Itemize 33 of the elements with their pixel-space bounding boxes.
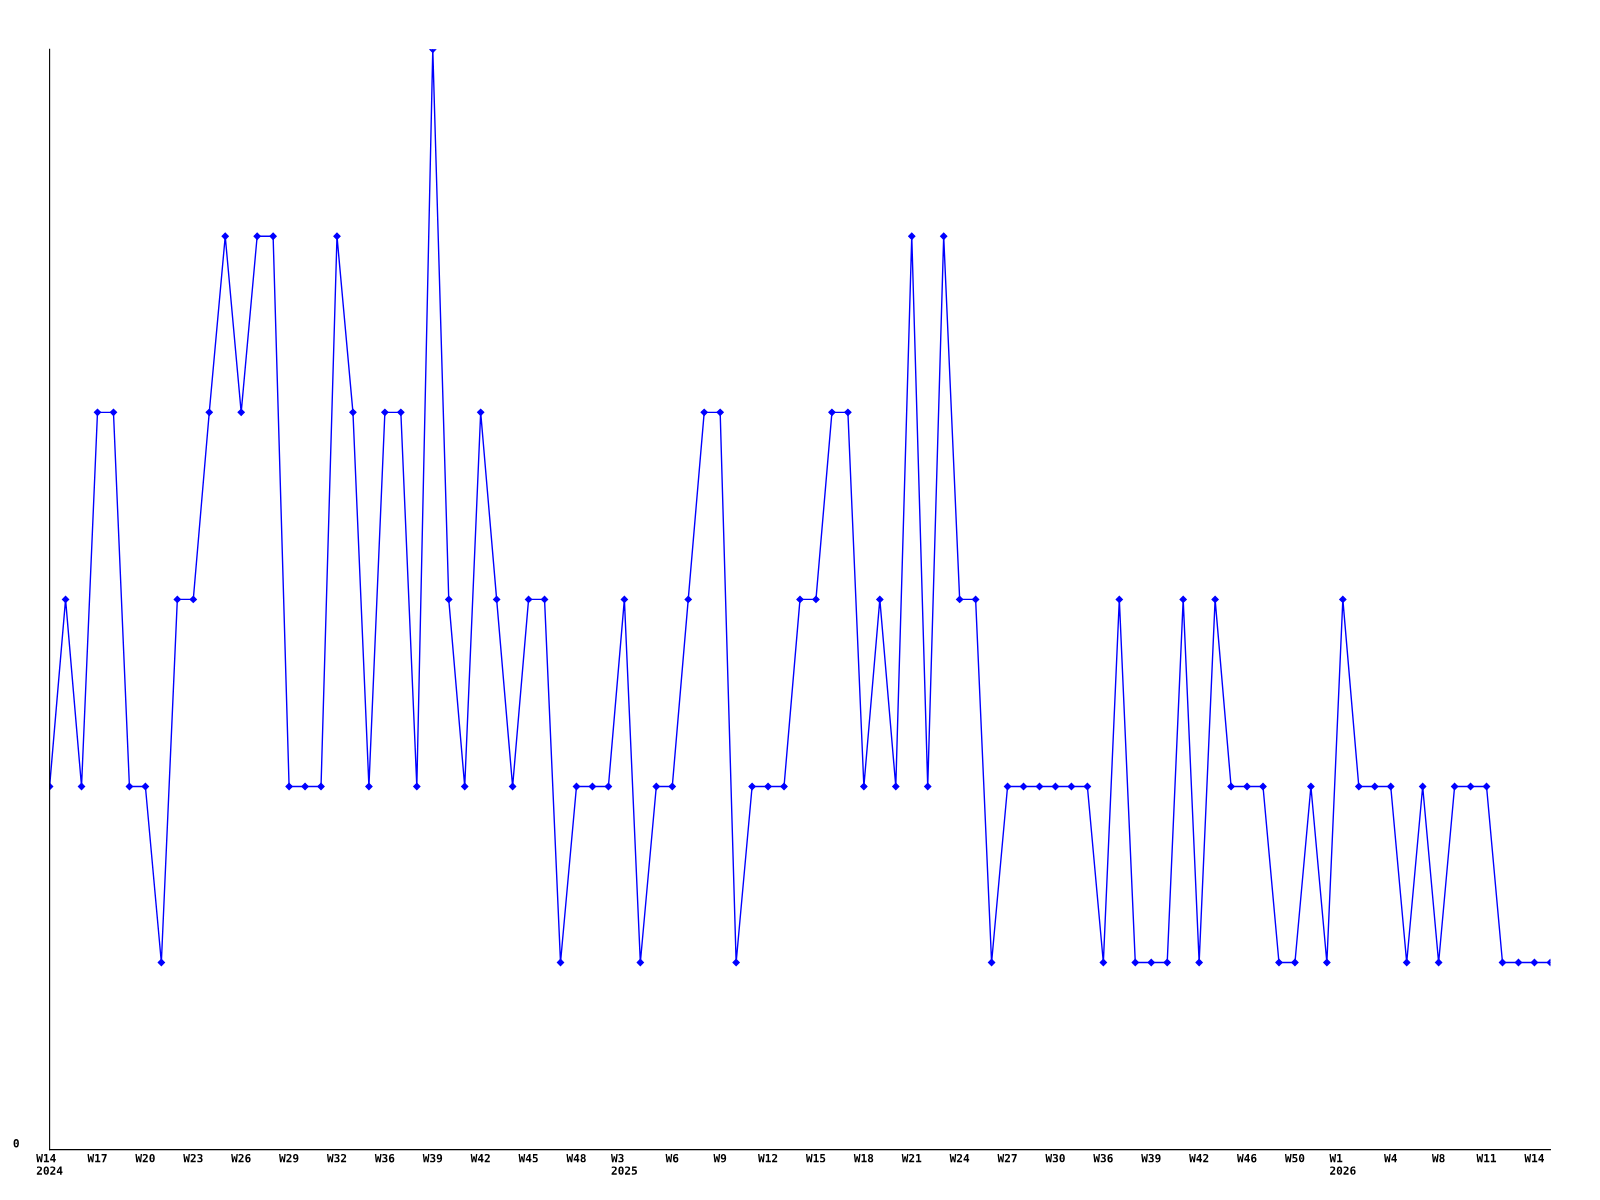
- x-tick-label: W6: [665, 1153, 679, 1163]
- x-tick-label: W36: [1093, 1153, 1113, 1163]
- x-tick-label: W39: [422, 1153, 443, 1163]
- x-tick-label: W46: [1237, 1153, 1257, 1163]
- x-tick-label: W23: [183, 1153, 203, 1163]
- x-tick-label: W1 2026: [1329, 1154, 1356, 1175]
- x-tick-label: W18: [853, 1153, 874, 1163]
- x-tick-label: W27: [997, 1153, 1017, 1163]
- x-tick-label: W17: [87, 1154, 107, 1163]
- x-tick-label: W12: [758, 1153, 778, 1163]
- x-tick-label: W4: [1384, 1154, 1397, 1163]
- x-tick-label: W11: [1476, 1154, 1497, 1163]
- x-tick-label: W14: [1524, 1154, 1544, 1163]
- x-tick-label: W29: [279, 1153, 299, 1163]
- x-tick-label: W15: [805, 1154, 826, 1163]
- x-tick-label: W42: [1189, 1153, 1209, 1163]
- x-tick-label: W32: [326, 1153, 347, 1163]
- x-tick-label: W50: [1284, 1153, 1305, 1163]
- x-tick-label: W21: [901, 1153, 922, 1163]
- x-tick-label: W26: [231, 1153, 251, 1163]
- x-tick-label: W14 2024: [36, 1154, 63, 1175]
- x-tick-label: W30: [1045, 1153, 1065, 1163]
- text: 0: [13, 1139, 19, 1148]
- x-tick-label: W24: [949, 1153, 970, 1163]
- x-tick-label: W36: [374, 1153, 395, 1163]
- x-tick-label: W3 2025: [611, 1153, 637, 1175]
- x-tick-label: W8: [1431, 1153, 1445, 1163]
- x-tick-label: W9: [713, 1154, 727, 1163]
- x-tick-label: W39: [1141, 1153, 1161, 1163]
- x-tick-label: W48: [566, 1153, 586, 1163]
- x-tick-label: W20: [135, 1153, 155, 1163]
- x-tick-label: W45: [518, 1154, 538, 1163]
- x-tick-label: W42: [470, 1153, 490, 1163]
